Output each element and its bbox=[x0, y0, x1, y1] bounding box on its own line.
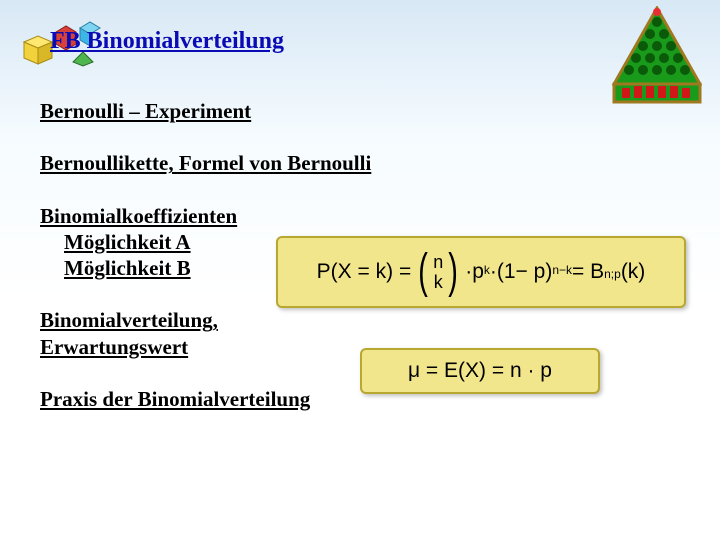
f1-1mp: (1− p) bbox=[497, 260, 552, 284]
f2-text: μ = E(X) = n · p bbox=[408, 359, 552, 383]
galton-board-icon bbox=[612, 6, 702, 106]
f1-eqB: = B bbox=[572, 260, 604, 284]
f1-B-arg: (k) bbox=[621, 260, 646, 284]
f1-B-sub: n;p bbox=[604, 267, 621, 281]
link-binomialverteilung[interactable]: Binomialverteilung, bbox=[40, 308, 218, 332]
f1-dot1: · bbox=[465, 260, 472, 284]
f1-p-exp: k bbox=[484, 263, 490, 277]
binom-k: k bbox=[434, 272, 443, 292]
f1-1mp-exp: n−k bbox=[552, 263, 572, 277]
f1-p: p bbox=[472, 260, 484, 284]
link-erwartungswert[interactable]: Erwartungswert bbox=[40, 335, 188, 359]
binom-bracket: ( n k ) bbox=[415, 243, 461, 301]
formula-expected-value: μ = E(X) = n · p bbox=[360, 348, 600, 394]
f1-dot2: · bbox=[490, 260, 497, 284]
f1-lhs: P(X = k) = bbox=[317, 260, 412, 284]
page-title: FB Binomialverteilung bbox=[50, 28, 284, 55]
link-bernoulli-experiment[interactable]: Bernoulli – Experiment bbox=[40, 98, 680, 124]
link-binomialkoeff-heading[interactable]: Binomialkoeffizienten bbox=[40, 204, 237, 228]
binom-n: n bbox=[433, 252, 443, 272]
formula-binomial-pmf: P(X = k) = ( n k ) · pk · (1− p)n−k = Bn… bbox=[276, 236, 686, 308]
link-bernoullikette[interactable]: Bernoullikette, Formel von Bernoulli bbox=[40, 150, 680, 176]
